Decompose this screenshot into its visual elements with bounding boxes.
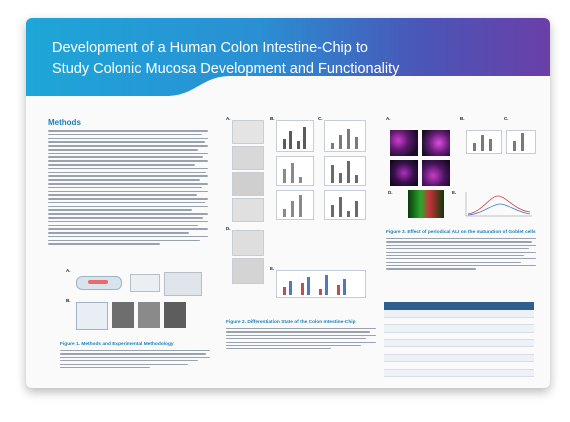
poster-title: Development of a Human Colon Intestine-C…	[52, 38, 522, 80]
banner-curve	[26, 76, 550, 116]
figure3-caption: Figure 3. Effect of periodical ALI on th…	[386, 230, 536, 235]
figure3-legend-text	[386, 238, 536, 272]
figure2-panels: A. B. C. D. E.	[226, 116, 374, 316]
figure2-caption: Figure 2. Differentiation State of the C…	[226, 320, 356, 325]
methods-heading: Methods	[48, 118, 81, 127]
poster: Development of a Human Colon Intestine-C…	[26, 18, 550, 388]
title-line-1: Development of a Human Colon Intestine-C…	[52, 40, 368, 56]
figure1-legend-text	[60, 350, 210, 370]
figure1-schematic: A. B.	[66, 268, 206, 338]
results-table	[384, 302, 534, 377]
methods-text	[48, 130, 208, 247]
title-line-2: Study Colonic Mucosa Development and Fun…	[52, 61, 400, 77]
figure3-line-plot	[465, 192, 532, 217]
figure3-panels: A. B. C. D. E.	[386, 116, 536, 226]
figure1-caption: Figure 1. Methods and Experimental Metho…	[60, 342, 174, 347]
figure2-legend-text	[226, 328, 376, 352]
